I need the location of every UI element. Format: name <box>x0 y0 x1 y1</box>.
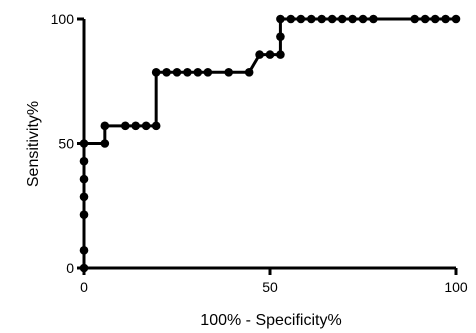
data-point <box>224 67 234 77</box>
data-point <box>151 67 161 77</box>
data-point <box>79 139 89 148</box>
data-point <box>193 67 203 77</box>
data-point <box>369 14 378 24</box>
data-point <box>255 50 264 59</box>
y-axis-title: Sensitivity% <box>25 101 42 187</box>
y-tick-label: 100 <box>51 11 75 27</box>
labels-layer: 100% - Specificity% Sensitivity% <box>25 101 342 329</box>
data-point <box>203 67 213 77</box>
data-point <box>327 14 337 24</box>
x-tick-label: 100 <box>444 279 468 295</box>
data-point <box>296 14 306 24</box>
data-point <box>358 14 368 24</box>
roc-curve-line <box>82 17 456 268</box>
data-point <box>317 14 327 24</box>
series-layer <box>82 17 456 268</box>
data-point <box>410 14 420 24</box>
data-point <box>265 50 275 59</box>
markers-layer <box>79 14 461 273</box>
x-axis-title: 100% - Specificity% <box>200 312 341 329</box>
data-point <box>337 14 347 24</box>
data-point <box>276 32 285 41</box>
data-point <box>441 14 450 24</box>
data-point <box>100 139 110 148</box>
data-point <box>420 14 430 24</box>
data-point <box>79 263 89 273</box>
data-point <box>451 14 461 24</box>
data-point <box>306 14 316 24</box>
data-point <box>100 121 110 131</box>
y-tick-label: 0 <box>66 260 74 276</box>
data-point <box>348 14 357 24</box>
data-point <box>172 67 182 77</box>
x-tick-label: 50 <box>262 279 278 295</box>
data-point <box>430 14 440 24</box>
y-tick-label: 50 <box>58 136 74 152</box>
data-point <box>162 67 171 77</box>
data-point <box>79 192 89 202</box>
data-point <box>141 121 151 131</box>
data-point <box>276 50 285 59</box>
data-point <box>79 246 89 255</box>
data-point <box>151 121 161 131</box>
data-point <box>286 14 296 24</box>
data-point <box>79 210 89 220</box>
x-tick-label: 0 <box>80 279 88 295</box>
data-point <box>79 156 89 166</box>
data-point <box>276 14 285 24</box>
data-point <box>120 121 130 131</box>
data-point <box>183 67 192 77</box>
data-point <box>131 121 141 131</box>
data-point <box>79 174 89 184</box>
data-point <box>244 67 254 77</box>
